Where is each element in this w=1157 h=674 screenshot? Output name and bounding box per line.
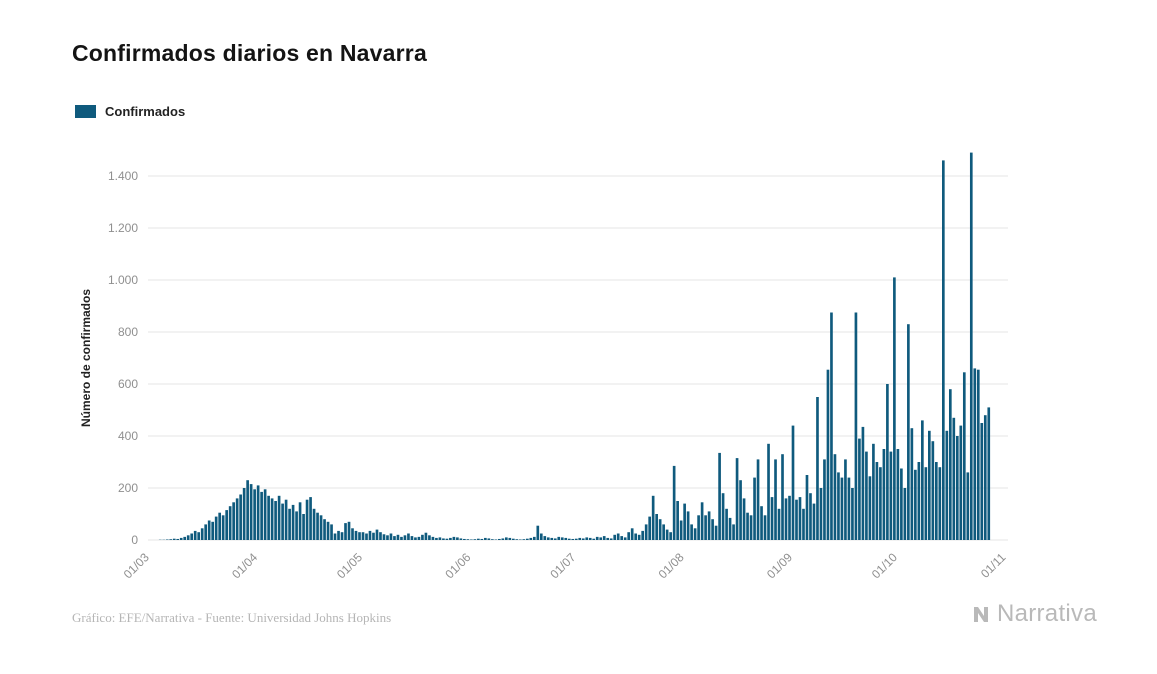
svg-text:01/06: 01/06 [442,550,473,581]
narrativa-n-icon [973,607,988,622]
svg-text:0: 0 [131,533,138,547]
svg-text:01/08: 01/08 [656,550,687,581]
svg-text:1.200: 1.200 [108,221,138,235]
svg-text:600: 600 [118,377,138,391]
svg-text:200: 200 [118,481,138,495]
svg-text:1.000: 1.000 [108,273,138,287]
brand-logo: Narrativa [970,600,1097,628]
svg-text:Número de confirmados: Número de confirmados [79,289,93,427]
legend-swatch-icon [75,105,96,118]
svg-text:01/11: 01/11 [978,550,1009,581]
source-credit: Gráfico: EFE/Narrativa - Fuente: Univers… [72,610,392,625]
svg-text:800: 800 [118,325,138,339]
svg-text:400: 400 [118,429,138,443]
legend: Confirmados [75,104,185,119]
svg-text:01/03: 01/03 [121,550,152,581]
svg-text:01/10: 01/10 [869,550,900,581]
bar-chart-canvas: 0 200 400 600 800 1.000 1.200 1.400 01/03 01/04 01… [79,152,1009,581]
page-title: Confirmados diarios en Navarra [72,40,427,66]
legend-label: Confirmados [105,104,186,119]
svg-text:1.400: 1.400 [108,169,138,183]
svg-text:01/09: 01/09 [764,550,795,581]
svg-text:01/04: 01/04 [229,550,260,581]
brand-name: Narrativa [996,600,1097,627]
svg-text:01/07: 01/07 [547,550,578,581]
svg-text:01/05: 01/05 [334,550,365,581]
